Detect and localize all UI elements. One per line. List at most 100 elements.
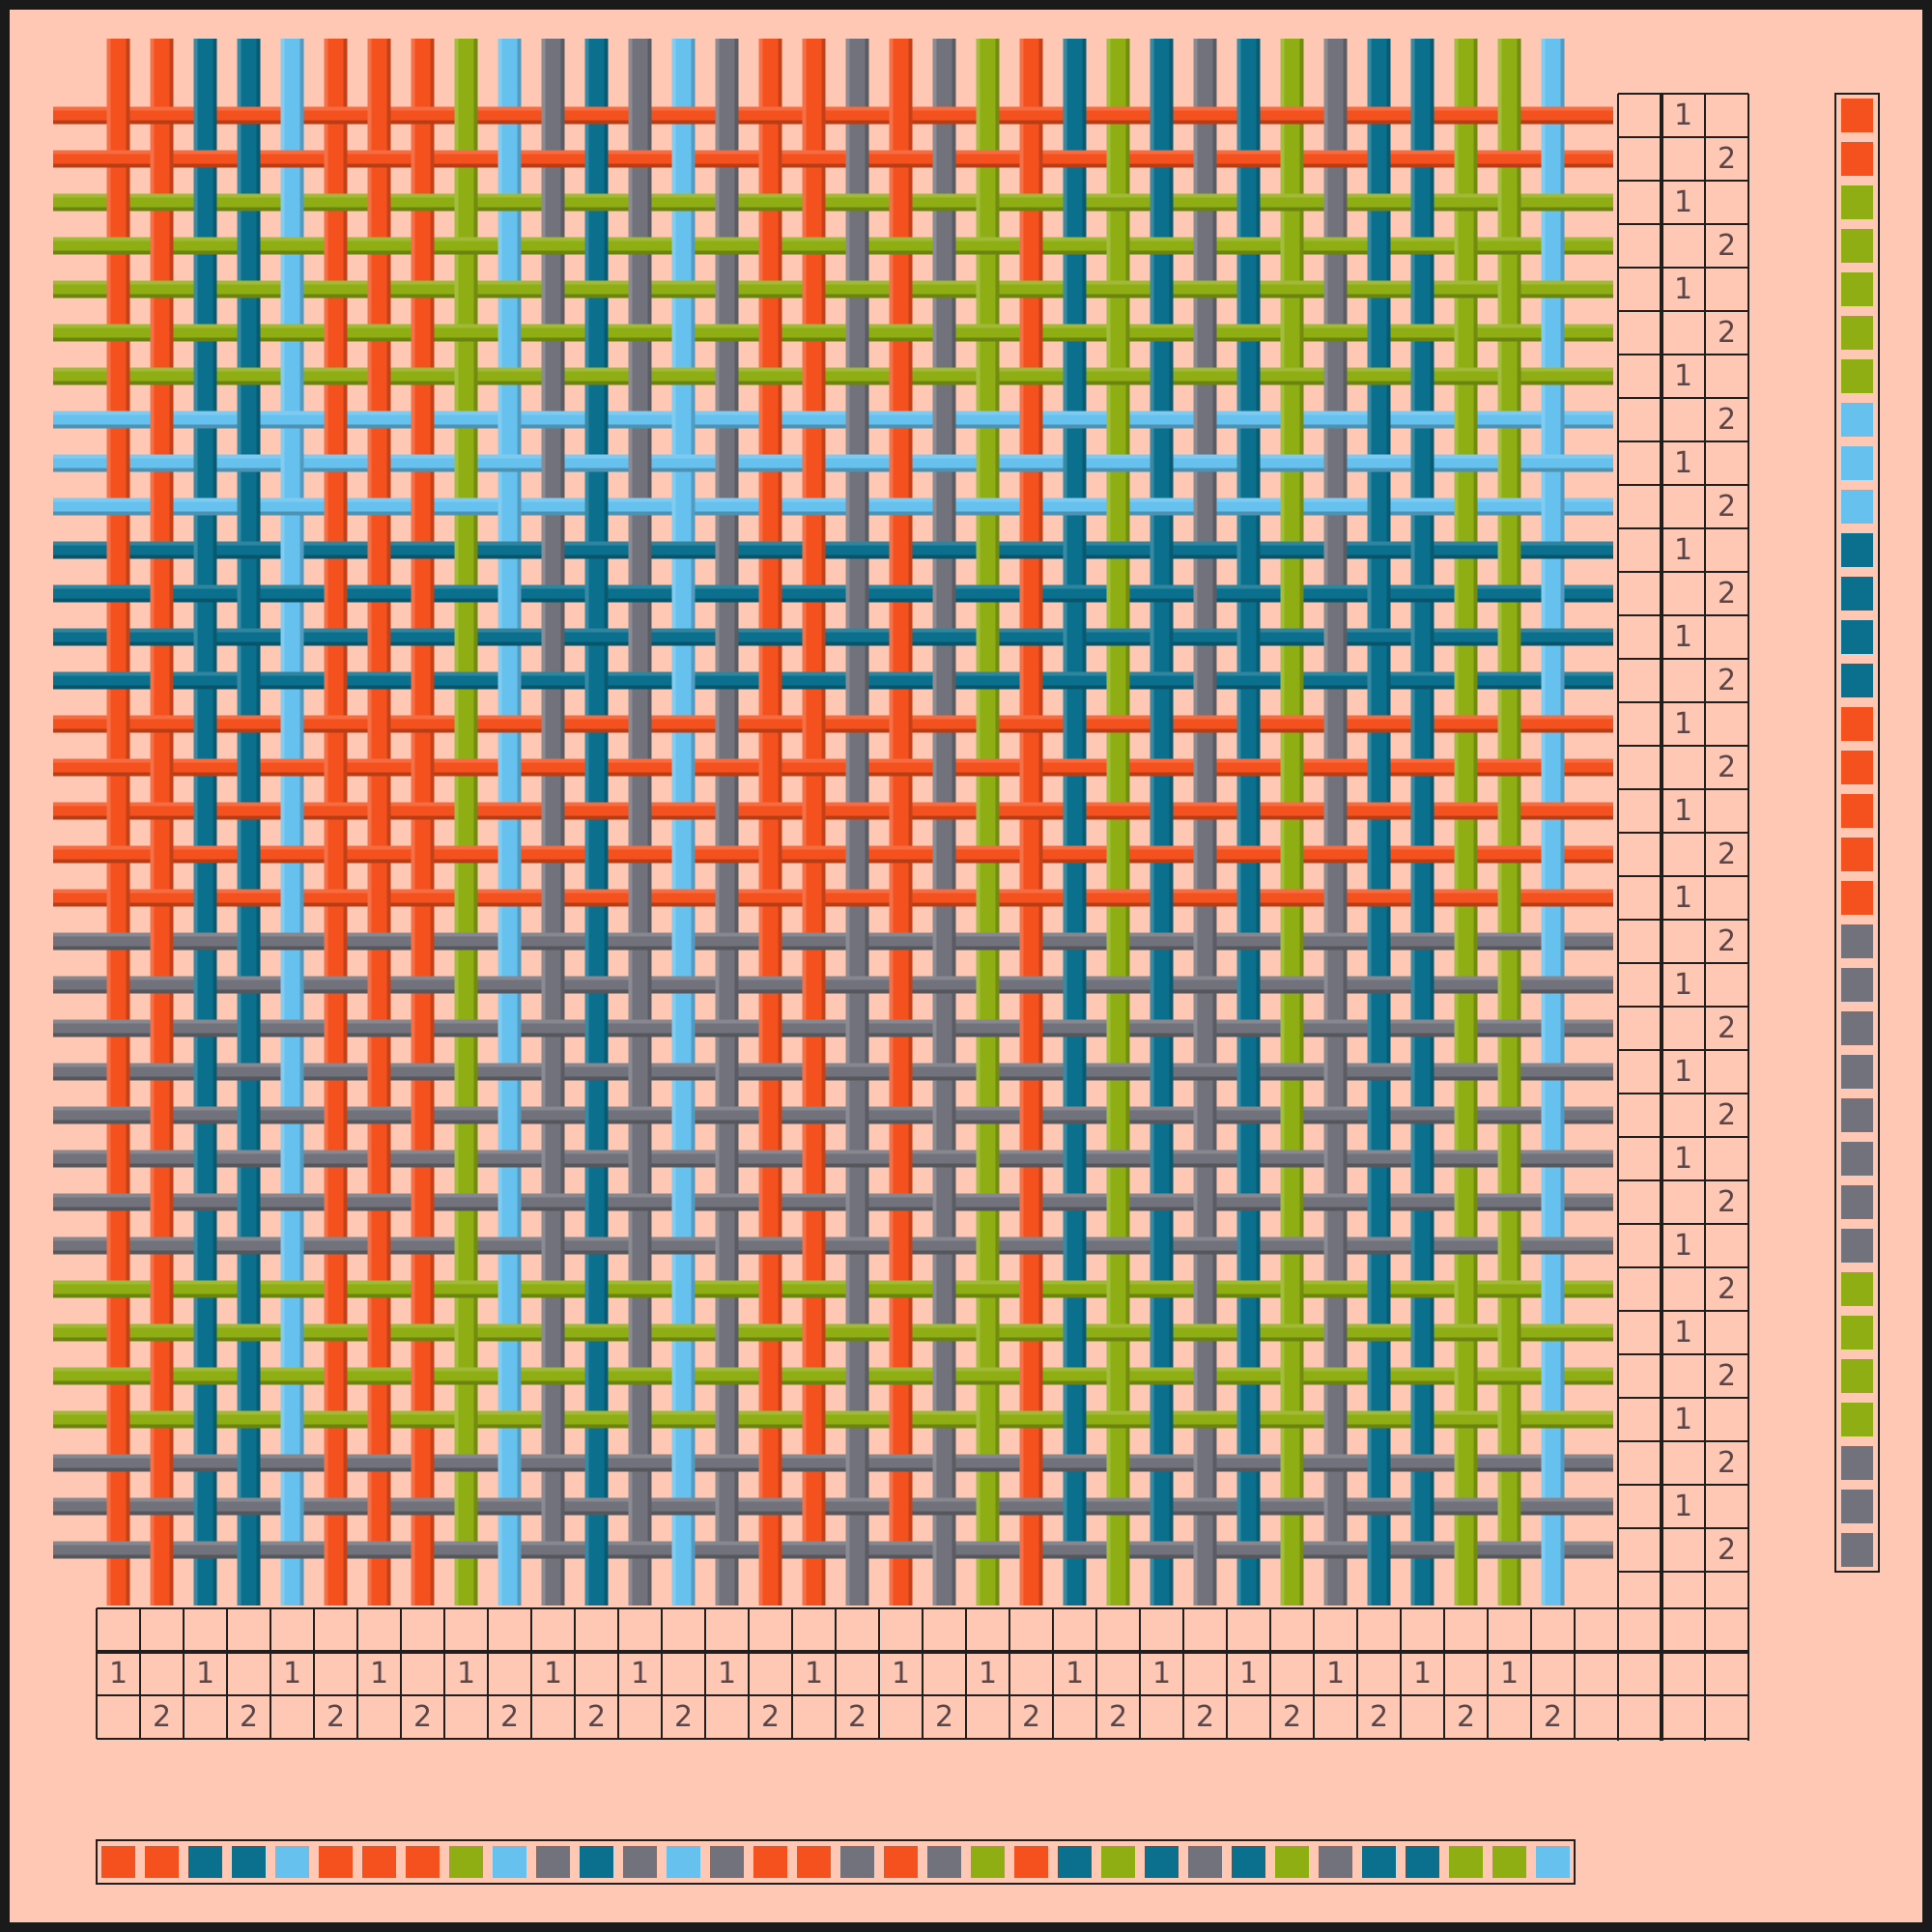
warp-over-segment bbox=[671, 139, 696, 179]
warp-over-segment bbox=[1063, 1400, 1087, 1439]
warp-over-segment bbox=[106, 530, 130, 570]
warp-over-segment bbox=[1063, 1313, 1087, 1352]
warp-over-segment bbox=[280, 617, 304, 657]
warp-over-segment bbox=[454, 617, 478, 657]
warp-thread bbox=[324, 39, 348, 1605]
warp-over-segment bbox=[715, 96, 739, 135]
warp-over-segment bbox=[1410, 1052, 1435, 1092]
warp-over-segment bbox=[1106, 1009, 1130, 1048]
warp-over-segment bbox=[758, 139, 782, 179]
warp-over-segment bbox=[845, 226, 869, 266]
warp-over-segment bbox=[628, 270, 652, 309]
warp-over-segment bbox=[715, 1226, 739, 1265]
treadling-number: 2 bbox=[1718, 229, 1736, 263]
warp-color-swatch bbox=[1536, 1846, 1570, 1878]
warp-over-segment bbox=[497, 487, 522, 526]
warp-over-segment bbox=[1410, 530, 1435, 570]
warp-over-segment bbox=[454, 443, 478, 483]
warp-over-segment bbox=[367, 1139, 391, 1179]
warp-over-segment bbox=[280, 1487, 304, 1526]
threading-number: 1 bbox=[109, 1657, 128, 1690]
warp-over-segment bbox=[411, 1095, 435, 1135]
warp-over-segment bbox=[1106, 835, 1130, 874]
warp-over-segment bbox=[106, 1313, 130, 1352]
warp-over-segment bbox=[845, 1530, 869, 1570]
warp-over-segment bbox=[1410, 270, 1435, 309]
weft-color-swatch bbox=[1841, 881, 1873, 915]
warp-over-segment bbox=[1193, 835, 1217, 874]
warp-over-segment bbox=[150, 922, 174, 961]
warp-over-segment bbox=[1541, 922, 1565, 961]
warp-color-swatch bbox=[188, 1846, 222, 1878]
warp-over-segment bbox=[367, 1052, 391, 1092]
warp-over-segment bbox=[150, 1443, 174, 1483]
warp-over-segment bbox=[1323, 1487, 1348, 1526]
warp-over-segment bbox=[454, 965, 478, 1005]
warp-over-segment bbox=[237, 1182, 261, 1222]
warp-over-segment bbox=[1193, 1182, 1217, 1222]
warp-over-segment bbox=[106, 443, 130, 483]
warp-over-segment bbox=[150, 1530, 174, 1570]
warp-over-segment bbox=[976, 791, 1000, 831]
warp-over-segment bbox=[628, 1226, 652, 1265]
warp-over-segment bbox=[1106, 574, 1130, 613]
warp-over-segment bbox=[976, 1052, 1000, 1092]
warp-over-segment bbox=[802, 356, 826, 396]
weft-color-swatch bbox=[1841, 751, 1873, 784]
weft-thread bbox=[53, 584, 1613, 603]
warp-color-swatch bbox=[884, 1846, 918, 1878]
warp-over-segment bbox=[497, 574, 522, 613]
warp-over-segment bbox=[1150, 1487, 1174, 1526]
warp-over-segment bbox=[802, 878, 826, 918]
warp-over-segment bbox=[845, 1443, 869, 1483]
warp-color-swatch bbox=[1275, 1846, 1309, 1878]
warp-over-segment bbox=[1323, 965, 1348, 1005]
warp-over-segment bbox=[845, 661, 869, 700]
threading-number: 1 bbox=[718, 1657, 736, 1690]
warp-over-segment bbox=[584, 1443, 609, 1483]
warp-over-segment bbox=[497, 922, 522, 961]
weft-color-swatch bbox=[1841, 1490, 1873, 1523]
treadling-number: 1 bbox=[1674, 794, 1692, 828]
threading-number: 1 bbox=[370, 1657, 388, 1690]
warp-over-segment bbox=[1236, 356, 1261, 396]
weft-strip-frame bbox=[1834, 93, 1880, 1573]
weft-color-swatch bbox=[1841, 403, 1873, 437]
warp-over-segment bbox=[1367, 574, 1391, 613]
warp-over-segment bbox=[758, 313, 782, 353]
weft-thread bbox=[53, 150, 1613, 168]
weft-thread bbox=[53, 1236, 1613, 1255]
weft-thread bbox=[53, 541, 1613, 559]
warp-over-segment bbox=[1367, 1182, 1391, 1222]
weft-color-swatch bbox=[1841, 924, 1873, 958]
warp-over-segment bbox=[1541, 661, 1565, 700]
warp-over-segment bbox=[584, 487, 609, 526]
warp-color-strip bbox=[96, 1839, 1576, 1885]
warp-over-segment bbox=[1236, 270, 1261, 309]
treadling-number: 2 bbox=[1718, 316, 1736, 350]
warp-over-segment bbox=[802, 96, 826, 135]
warp-over-segment bbox=[106, 1052, 130, 1092]
threading-number: 2 bbox=[848, 1700, 867, 1734]
weft-color-swatch bbox=[1841, 446, 1873, 480]
warp-over-segment bbox=[454, 704, 478, 744]
warp-over-segment bbox=[845, 574, 869, 613]
warp-over-segment bbox=[628, 96, 652, 135]
treadling-number: 2 bbox=[1718, 577, 1736, 611]
warp-over-segment bbox=[411, 1182, 435, 1222]
warp-over-segment bbox=[1541, 487, 1565, 526]
warp-over-segment bbox=[367, 443, 391, 483]
treadling-number: 2 bbox=[1718, 1098, 1736, 1132]
warp-over-segment bbox=[671, 922, 696, 961]
warp-over-segment bbox=[671, 1269, 696, 1309]
warp-over-segment bbox=[367, 530, 391, 570]
warp-over-segment bbox=[541, 791, 565, 831]
warp-over-segment bbox=[1454, 661, 1478, 700]
warp-over-segment bbox=[758, 1269, 782, 1309]
warp-over-segment bbox=[1193, 400, 1217, 440]
warp-over-segment bbox=[1541, 1356, 1565, 1396]
warp-over-segment bbox=[1323, 96, 1348, 135]
warp-color-swatch bbox=[536, 1846, 570, 1878]
weft-thread bbox=[53, 106, 1613, 125]
warp-over-segment bbox=[1150, 1052, 1174, 1092]
